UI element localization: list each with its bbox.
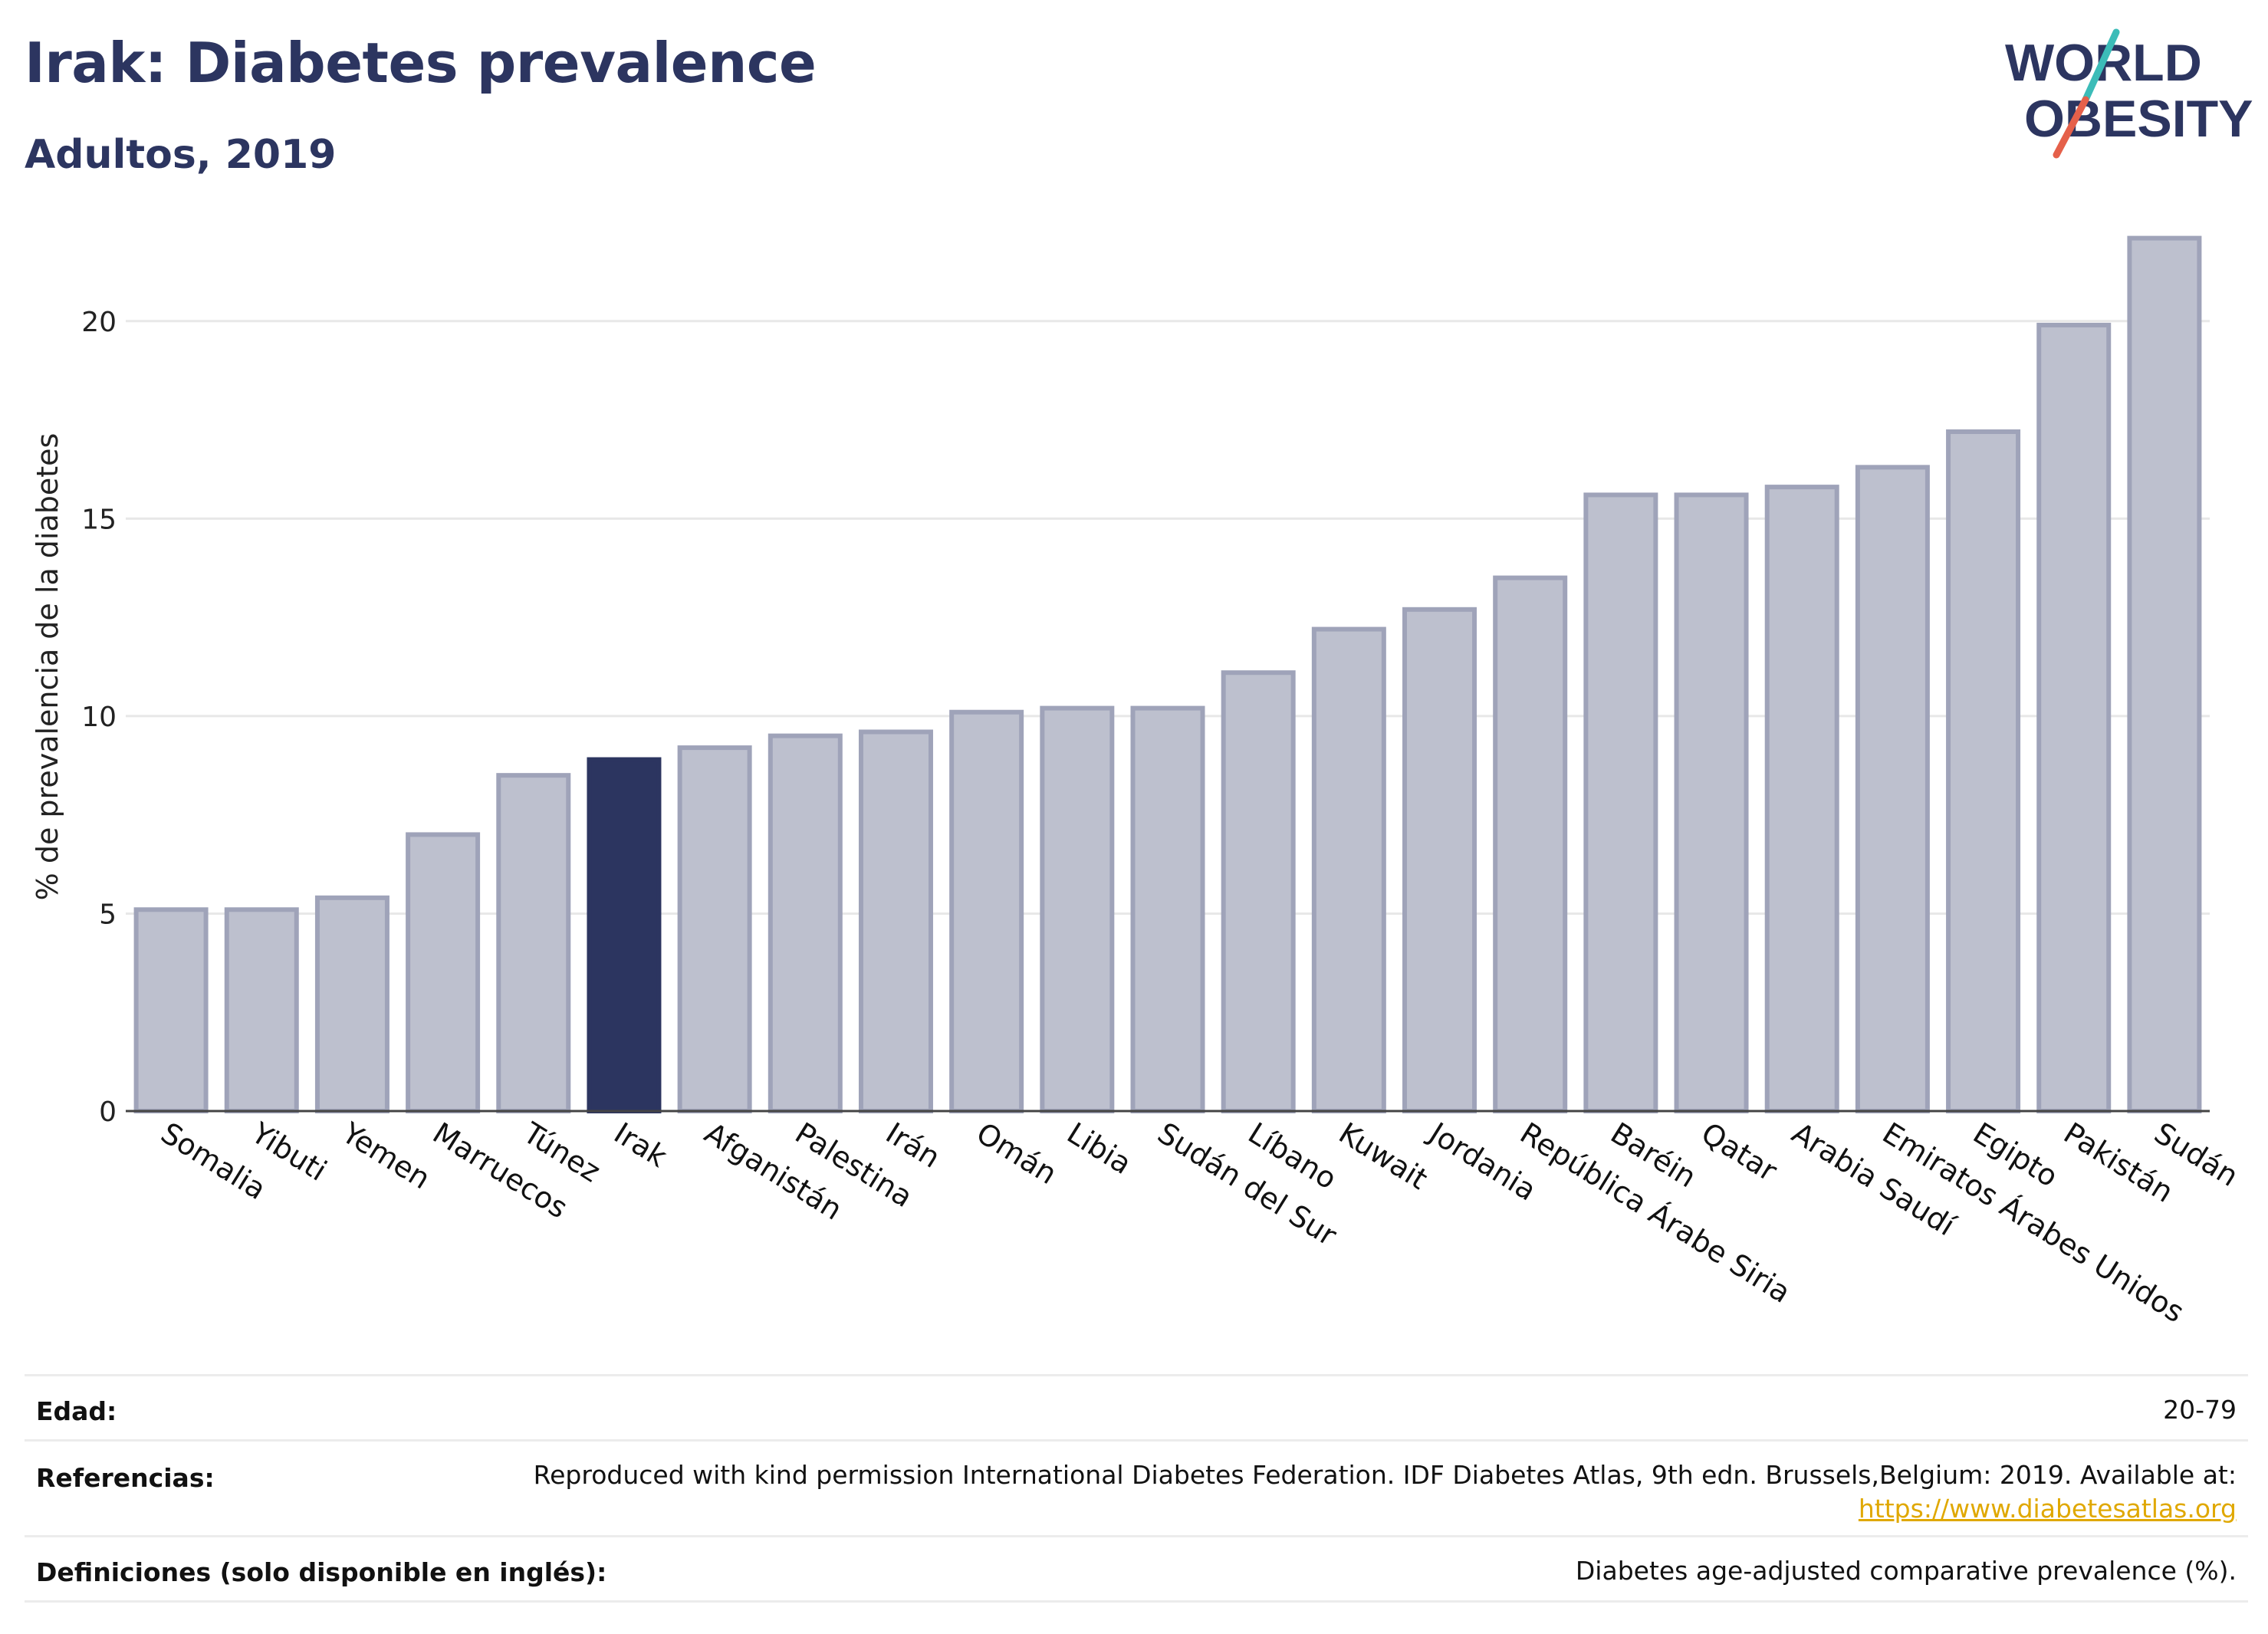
footer-row-definitions: Definiciones (solo disponible en inglés)… <box>25 1535 2248 1600</box>
bar-6 <box>677 745 752 1113</box>
bar-19 <box>1855 465 1930 1113</box>
bar-20 <box>1946 429 2021 1113</box>
bar-15 <box>1493 575 1568 1113</box>
footer-bottom-divider <box>25 1600 2248 1603</box>
x-tick-label-13: Kuwait <box>1333 1116 1434 1196</box>
bar-3 <box>406 832 481 1114</box>
x-tick-label-17: Qatar <box>1695 1116 1783 1188</box>
chart-subtitle: Adultos, 2019 <box>25 132 337 178</box>
footer-row-references: Referencias: Reproduced with kind permis… <box>25 1439 2248 1535</box>
bar-2 <box>314 895 390 1113</box>
bar-1 <box>224 907 299 1113</box>
y-tick-label-15: 15 <box>81 504 117 535</box>
x-tick-label-10: Libia <box>1061 1116 1137 1181</box>
world-obesity-logo[interactable]: WORLD OBESITY <box>2001 23 2254 161</box>
footer-age-value: 20-79 <box>2163 1395 2237 1425</box>
footer-references-value: Reproduced with kind permission Internat… <box>533 1460 2237 1490</box>
bar-18 <box>1764 485 1839 1113</box>
footer-definitions-value: Diabetes age-adjusted comparative preval… <box>1575 1556 2237 1586</box>
footer-row-age: Edad: 20-79 <box>25 1374 2248 1439</box>
logo-slash-red <box>2053 96 2089 159</box>
y-tick-label-10: 10 <box>81 702 117 733</box>
logo-slash-teal <box>2082 28 2120 104</box>
y-tick-label-5: 5 <box>99 899 117 930</box>
x-tick-label-8: Irán <box>880 1116 946 1175</box>
x-tick-label-9: Omán <box>971 1116 1063 1191</box>
bar-14 <box>1402 607 1477 1113</box>
y-tick-label-20: 20 <box>81 307 117 338</box>
footer-age-label: Edad: <box>36 1396 117 1426</box>
bar-13 <box>1311 626 1386 1113</box>
bar-7 <box>768 733 843 1114</box>
y-axis-title: % de prevalencia de la diabetes <box>31 433 64 901</box>
bar-21 <box>2036 322 2112 1114</box>
x-tick-label-5: Irak <box>608 1116 672 1174</box>
bar-16 <box>1583 492 1658 1113</box>
bar-12 <box>1221 670 1296 1113</box>
bar-22 <box>2127 235 2202 1113</box>
footer-references-link[interactable]: https://www.diabetesatlas.org <box>1858 1494 2237 1524</box>
footer-definitions-label: Definiciones (solo disponible en inglés)… <box>36 1557 607 1587</box>
bar-4 <box>496 773 571 1114</box>
bar-9 <box>949 709 1024 1113</box>
chart-title: Irak: Diabetes prevalence <box>25 31 817 95</box>
bar-10 <box>1040 705 1115 1113</box>
y-tick-label-0: 0 <box>99 1096 117 1128</box>
footer-references-label: Referencias: <box>36 1463 215 1493</box>
chart-footer: Edad: 20-79 Referencias: Reproduced with… <box>25 1374 2248 1603</box>
bar-8 <box>858 729 933 1113</box>
bar-17 <box>1674 492 1749 1113</box>
bar-0 <box>133 907 209 1113</box>
bar-11 <box>1130 705 1205 1113</box>
bar-5 <box>587 757 662 1113</box>
x-tick-label-2: Yemen <box>336 1116 436 1196</box>
